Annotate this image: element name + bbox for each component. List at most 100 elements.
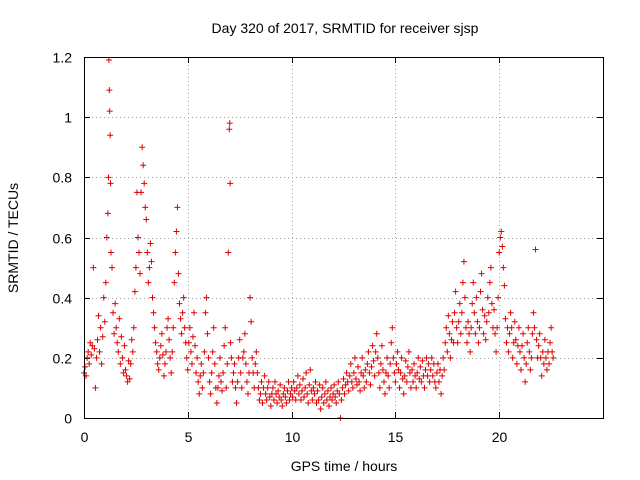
data-point [371, 372, 378, 379]
data-point [97, 324, 104, 331]
data-point [119, 354, 126, 361]
data-point [475, 339, 482, 346]
data-point [189, 333, 196, 340]
data-point [210, 324, 217, 331]
data-point [121, 342, 128, 349]
data-point [101, 318, 108, 325]
y-tick-label: 0.2 [53, 351, 73, 367]
data-point [230, 369, 237, 376]
data-point [276, 393, 283, 400]
data-point [82, 363, 89, 370]
data-point [484, 294, 491, 301]
data-point [393, 360, 400, 367]
data-point [374, 354, 381, 361]
data-point [502, 315, 509, 322]
data-point [550, 354, 557, 361]
data-point [510, 339, 517, 346]
data-point [415, 354, 422, 361]
data-point [360, 372, 367, 379]
data-point [106, 108, 113, 115]
data-point [425, 360, 432, 367]
data-point [236, 336, 243, 343]
data-point [389, 324, 396, 331]
data-point [486, 279, 493, 286]
data-point [411, 360, 418, 367]
data-point [288, 384, 295, 391]
data-point [148, 258, 155, 265]
data-point [339, 384, 346, 391]
data-point [506, 330, 513, 337]
data-point [403, 378, 410, 385]
data-point [256, 396, 263, 403]
data-point [523, 360, 530, 367]
data-point [477, 288, 484, 295]
data-point [362, 366, 369, 373]
data-point [177, 315, 184, 322]
data-point [265, 378, 272, 385]
data-point [262, 390, 269, 397]
data-point [519, 342, 526, 349]
data-point [327, 393, 334, 400]
data-point [160, 372, 167, 379]
data-point [285, 378, 292, 385]
data-point [375, 369, 382, 376]
data-point [103, 234, 110, 241]
data-point [440, 354, 447, 361]
data-point [417, 363, 424, 370]
data-point [270, 396, 277, 403]
data-point [341, 390, 348, 397]
data-point [225, 249, 232, 256]
data-point [373, 330, 380, 337]
data-point [238, 384, 245, 391]
data-point [318, 393, 325, 400]
data-point [451, 309, 458, 316]
data-point [218, 378, 225, 385]
data-point [317, 405, 324, 412]
data-point [257, 390, 264, 397]
data-point [167, 354, 174, 361]
data-point [126, 375, 133, 382]
data-point [282, 393, 289, 400]
data-point [483, 318, 490, 325]
data-point [264, 384, 271, 391]
data-point [498, 228, 505, 235]
data-point [169, 348, 176, 355]
data-point [296, 381, 303, 388]
data-point [289, 393, 296, 400]
data-point [497, 234, 504, 241]
data-point [391, 369, 398, 376]
data-point [333, 399, 340, 406]
data-point [226, 120, 233, 127]
data-point [466, 330, 473, 337]
data-point [455, 318, 462, 325]
data-point [172, 249, 179, 256]
data-point [517, 366, 524, 373]
data-point [478, 270, 485, 277]
data-point [449, 318, 456, 325]
data-point [300, 375, 307, 382]
data-point [261, 372, 268, 379]
data-point [468, 324, 475, 331]
data-point [527, 366, 534, 373]
data-point [536, 330, 543, 337]
data-point [541, 336, 548, 343]
data-point [175, 270, 182, 277]
data-point [336, 390, 343, 397]
data-point [249, 354, 256, 361]
data-point [107, 249, 114, 256]
data-point [109, 264, 116, 271]
data-point [192, 342, 199, 349]
data-point [156, 354, 163, 361]
data-point [505, 348, 512, 355]
data-point [385, 372, 392, 379]
data-point [378, 342, 385, 349]
data-point [476, 324, 483, 331]
data-point [274, 399, 281, 406]
data-point [293, 384, 300, 391]
data-point [394, 348, 401, 355]
x-tick-label: 20 [492, 429, 508, 445]
data-point [266, 393, 273, 400]
data-point [321, 390, 328, 397]
